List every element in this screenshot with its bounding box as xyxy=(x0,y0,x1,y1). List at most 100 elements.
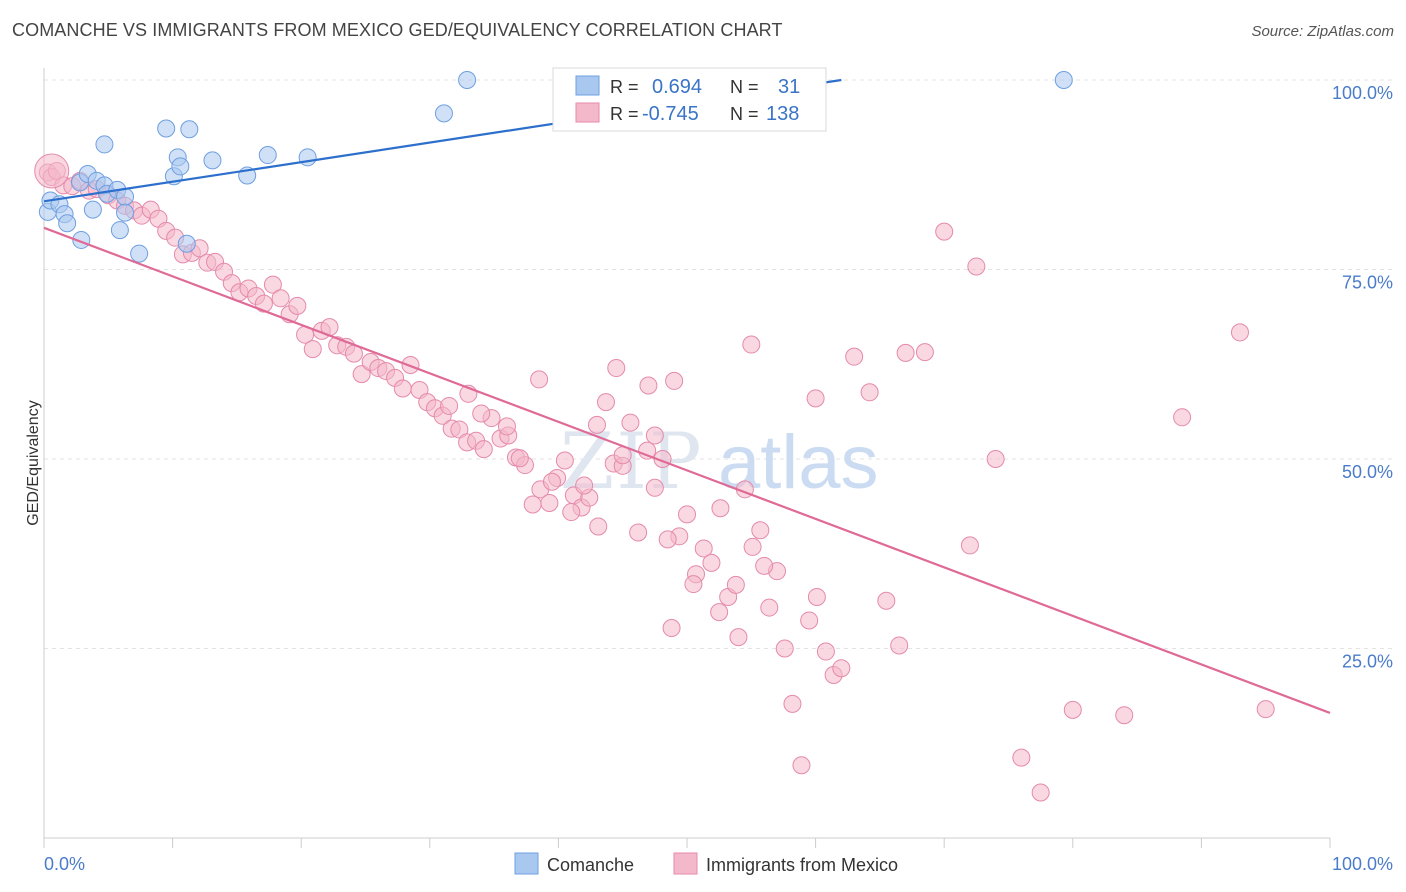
immigrants-point-33 xyxy=(303,340,322,359)
comanche-point-14 xyxy=(110,221,129,240)
comanche-point-27 xyxy=(298,148,317,167)
comanche-point-28 xyxy=(434,104,453,123)
immigrants-point-88 xyxy=(751,521,770,540)
comanche-point-24 xyxy=(203,151,222,170)
stats-n-value-2: 138 xyxy=(766,103,799,125)
legend: Comanche Immigrants from Mexico xyxy=(514,852,898,875)
immigrants-point-115 xyxy=(890,636,909,655)
y-axis-label: GED/Equivalency xyxy=(25,400,42,525)
immigrants-point-126 xyxy=(510,449,529,468)
immigrants-point-114 xyxy=(877,591,896,610)
immigrants-point-91 xyxy=(775,639,794,658)
immigrants-point-125 xyxy=(497,417,516,436)
immigrants-point-93 xyxy=(792,756,811,775)
immigrants-point-60 xyxy=(523,495,542,514)
immigrants-point-95 xyxy=(807,587,826,606)
immigrants-point-28 xyxy=(263,275,282,294)
immigrants-point-83 xyxy=(711,499,730,518)
legend-label-comanche: Comanche xyxy=(547,855,634,875)
immigrants-point-102 xyxy=(915,343,934,362)
comanche-point-18 xyxy=(157,119,176,138)
x-tick-labels: 0.0% 100.0% xyxy=(44,854,1393,874)
immigrants-point-122 xyxy=(472,404,491,423)
comanche-point-11 xyxy=(95,135,114,154)
immigrants-point-118 xyxy=(639,376,658,395)
immigrants-point-73 xyxy=(629,523,648,542)
grid-lines xyxy=(44,79,1392,649)
stats-r-value-1: 0.694 xyxy=(652,76,702,98)
comanche-point-23 xyxy=(180,120,199,139)
comanche-point-16 xyxy=(116,203,135,222)
x-tick-label-0: 0.0% xyxy=(44,854,85,874)
immigrants-point-121 xyxy=(530,370,549,389)
immigrants-point-87 xyxy=(743,537,762,556)
stats-n-label-2: N = xyxy=(730,104,759,124)
immigrants-point-117 xyxy=(806,389,825,408)
immigrants-point-104 xyxy=(960,536,979,555)
immigrants-point-85 xyxy=(726,575,745,594)
immigrants-point-129 xyxy=(575,476,594,495)
immigrants-point-132 xyxy=(645,478,664,497)
stats-r-value-2: -0.745 xyxy=(642,103,699,125)
trend-line-1 xyxy=(43,226,1331,714)
immigrants-point-74 xyxy=(638,441,657,460)
immigrants-point-99 xyxy=(845,347,864,366)
immigrants-point-130 xyxy=(587,415,606,434)
immigrants-point-119 xyxy=(665,371,684,390)
immigrants-point-111 xyxy=(1230,323,1249,342)
legend-label-immigrants: Immigrants from Mexico xyxy=(706,855,898,875)
immigrants-point-92 xyxy=(783,694,802,713)
immigrants-point-31 xyxy=(288,296,307,315)
immigrants-point-39 xyxy=(352,365,371,384)
immigrants-point-75 xyxy=(645,426,664,445)
immigrants-point-105 xyxy=(986,450,1005,468)
comanche-point-29 xyxy=(458,71,477,89)
immigrants-point-82 xyxy=(702,553,721,572)
stats-swatch-immigrants xyxy=(575,102,600,123)
immigrants-point-116 xyxy=(742,335,761,354)
immigrants-point-69 xyxy=(596,393,615,412)
immigrants-point-64 xyxy=(555,451,574,470)
y-tick-label-0: 25.0% xyxy=(1342,652,1393,672)
immigrants-point-29 xyxy=(271,289,290,308)
immigrants-point-62 xyxy=(540,493,559,512)
immigrants-point-94 xyxy=(800,611,819,630)
immigrants-point-77 xyxy=(662,619,681,638)
immigrants-point-113 xyxy=(967,257,986,276)
stats-box: R = 0.694 N = 31 R = -0.745 N = 138 xyxy=(552,67,827,132)
immigrants-point-112 xyxy=(1256,700,1275,719)
series-immigrants-from-mexico xyxy=(34,153,1275,802)
source-label: Source: ZipAtlas.com xyxy=(1251,23,1394,40)
immigrants-point-81 xyxy=(694,539,713,558)
immigrants-point-110 xyxy=(1173,408,1192,427)
immigrants-point-128 xyxy=(562,503,581,522)
legend-swatch-immigrants xyxy=(673,852,698,875)
comanche-point-4 xyxy=(58,214,77,233)
y-tick-label-2: 75.0% xyxy=(1342,273,1393,293)
immigrants-point-44 xyxy=(393,379,412,398)
immigrants-point-134 xyxy=(684,575,703,594)
immigrants-point-27 xyxy=(254,294,273,313)
y-tick-label-1: 50.0% xyxy=(1342,462,1393,482)
immigrants-point-89 xyxy=(760,598,779,617)
comanche-point-22 xyxy=(177,234,196,253)
immigrants-point-96 xyxy=(816,642,835,661)
chart-title: COMANCHE VS IMMIGRANTS FROM MEXICO GED/E… xyxy=(12,20,783,40)
immigrants-point-109 xyxy=(1115,706,1134,725)
y-tick-label-3: 100.0% xyxy=(1332,83,1393,103)
immigrants-point-68 xyxy=(589,517,608,536)
x-tick-label-1: 100.0% xyxy=(1332,854,1393,874)
comanche-point-17 xyxy=(130,244,149,263)
immigrants-point-54 xyxy=(474,440,493,459)
comanche-point-8 xyxy=(83,200,102,219)
immigrants-point-100 xyxy=(860,383,879,402)
comanche-point-21 xyxy=(171,157,190,176)
stats-swatch-comanche xyxy=(575,75,600,96)
immigrants-point-123 xyxy=(440,396,459,415)
immigrants-point-120 xyxy=(607,359,626,378)
immigrants-point-large xyxy=(34,153,70,189)
series-comanche xyxy=(38,71,1073,263)
comanche-point-30 xyxy=(1054,71,1073,89)
stats-n-value-1: 31 xyxy=(778,76,800,98)
stats-r-label-2: R = xyxy=(610,104,639,124)
